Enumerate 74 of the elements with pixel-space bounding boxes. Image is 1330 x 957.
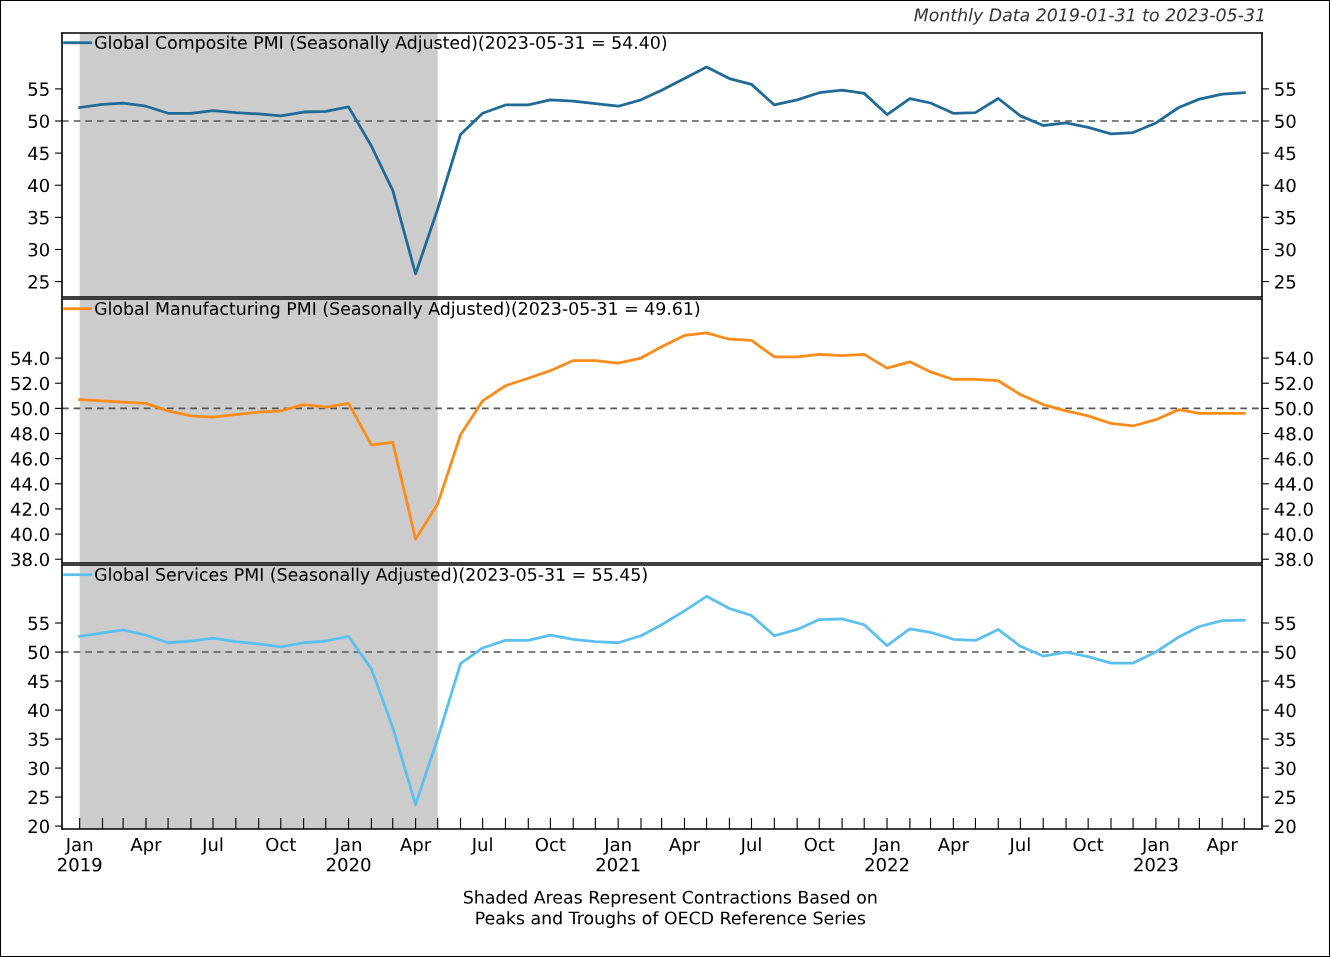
- chart-subtitle: Monthly Data 2019-01-31 to 2023-05-31: [914, 8, 1264, 25]
- y-tick-label: 30: [28, 761, 49, 776]
- y2-tick-label: 55: [1275, 82, 1296, 96]
- y2-tick-label: 40.0: [1274, 527, 1313, 542]
- y-tick-label: 45: [28, 674, 49, 689]
- y2-tick-label: 46.0: [1274, 452, 1313, 466]
- y-tick-label: 46.0: [10, 452, 49, 466]
- y-tick-label: 38.0: [11, 552, 49, 567]
- y-tick-label: 54.0: [11, 351, 49, 366]
- y2-tick-label: 25: [1275, 790, 1296, 805]
- y2-tick-label: 54.0: [1275, 351, 1313, 366]
- legend-label: Global Composite PMI (Seasonally Adjusted)(2023-05-31 = 54.40): [95, 35, 667, 53]
- x-tick-label: Apr: [1206, 837, 1238, 855]
- y2-tick-label: 35: [1275, 210, 1296, 225]
- y2-tick-label: 44.0: [1274, 477, 1313, 491]
- line-series: [78, 594, 1246, 807]
- y-tick-label: 42.0: [10, 502, 49, 517]
- y-tick-label: 40: [28, 703, 49, 718]
- line-series: [78, 331, 1246, 541]
- x-tick-label: Jul: [739, 837, 761, 855]
- y2-tick-label: 20: [1275, 819, 1296, 834]
- y-tick-label: 50: [28, 114, 49, 129]
- y-tick-label: 40.0: [10, 527, 49, 542]
- legend-label: Global Manufacturing PMI (Seasonally Adjusted)(2023-05-31 = 49.61): [95, 301, 700, 319]
- y2-tick-label: 30: [1275, 761, 1296, 776]
- y2-tick-label: 50.0: [1275, 401, 1313, 416]
- legend-label: Global Services PMI (Seasonally Adjusted)(2023-05-31 = 55.45): [95, 567, 647, 585]
- y-tick-label: 25: [28, 790, 49, 805]
- y2-tick-label: 48.0: [1274, 426, 1313, 441]
- x-tick-label: Jul: [201, 837, 223, 855]
- y-tick-label: 20: [28, 819, 49, 834]
- y-tick-label: 30: [28, 242, 49, 257]
- x-tick-label: Oct: [1073, 837, 1104, 852]
- y2-tick-label: 40: [1274, 703, 1296, 718]
- x-tick-label: Jul: [470, 837, 492, 855]
- y-tick-label: 35: [28, 210, 49, 225]
- line-series: [78, 65, 1246, 276]
- y-tick-label: 52.0: [11, 376, 49, 391]
- y2-tick-label: 45: [1274, 146, 1296, 161]
- y-tick-label: 44.0: [10, 477, 49, 491]
- x-tick-label: Jan 2020: [326, 837, 371, 872]
- y-tick-label: 40: [28, 178, 49, 193]
- y-tick-label: 50: [28, 645, 49, 660]
- y-tick-label: 55: [28, 82, 49, 96]
- y-tick-label: 45: [28, 146, 49, 161]
- x-tick-label: Oct: [804, 837, 835, 852]
- y2-tick-label: 30: [1275, 242, 1296, 257]
- x-tick-label: Oct: [535, 837, 566, 852]
- x-tick-label: Jan 2019: [58, 837, 102, 872]
- y-tick-label: 48.0: [10, 426, 49, 441]
- y-tick-label: 55: [28, 616, 49, 631]
- y2-tick-label: 40: [1274, 178, 1296, 193]
- y-tick-label: 25: [28, 275, 49, 289]
- y2-tick-label: 50: [1275, 645, 1296, 660]
- x-tick-label: Jan 2021: [596, 837, 640, 872]
- x-tick-label: Jul: [1008, 837, 1030, 855]
- x-tick-label: Apr: [937, 837, 969, 855]
- y2-tick-label: 25: [1275, 275, 1296, 289]
- y2-tick-label: 38.0: [1275, 552, 1313, 567]
- x-tick-label: Jan 2022: [865, 837, 909, 872]
- x-tick-label: Apr: [668, 837, 701, 855]
- x-tick-label: Apr: [400, 837, 432, 855]
- y2-tick-label: 52.0: [1275, 376, 1313, 391]
- y-tick-label: 50.0: [11, 401, 49, 416]
- y2-tick-label: 55: [1275, 616, 1296, 631]
- x-tick-label: Apr: [130, 837, 162, 855]
- x-tick-label: Oct: [266, 837, 296, 852]
- y2-tick-label: 42.0: [1274, 502, 1313, 517]
- y2-tick-label: 50: [1275, 114, 1296, 129]
- y2-tick-label: 45: [1274, 674, 1296, 689]
- text: Shaded Areas Represent Contractions Based on Peaks and Troughs of OECD Reference Series: [463, 890, 877, 928]
- x-tick-label: Jan 2023: [1134, 837, 1178, 872]
- y-tick-label: 35: [28, 732, 49, 747]
- y2-tick-label: 35: [1275, 732, 1296, 747]
